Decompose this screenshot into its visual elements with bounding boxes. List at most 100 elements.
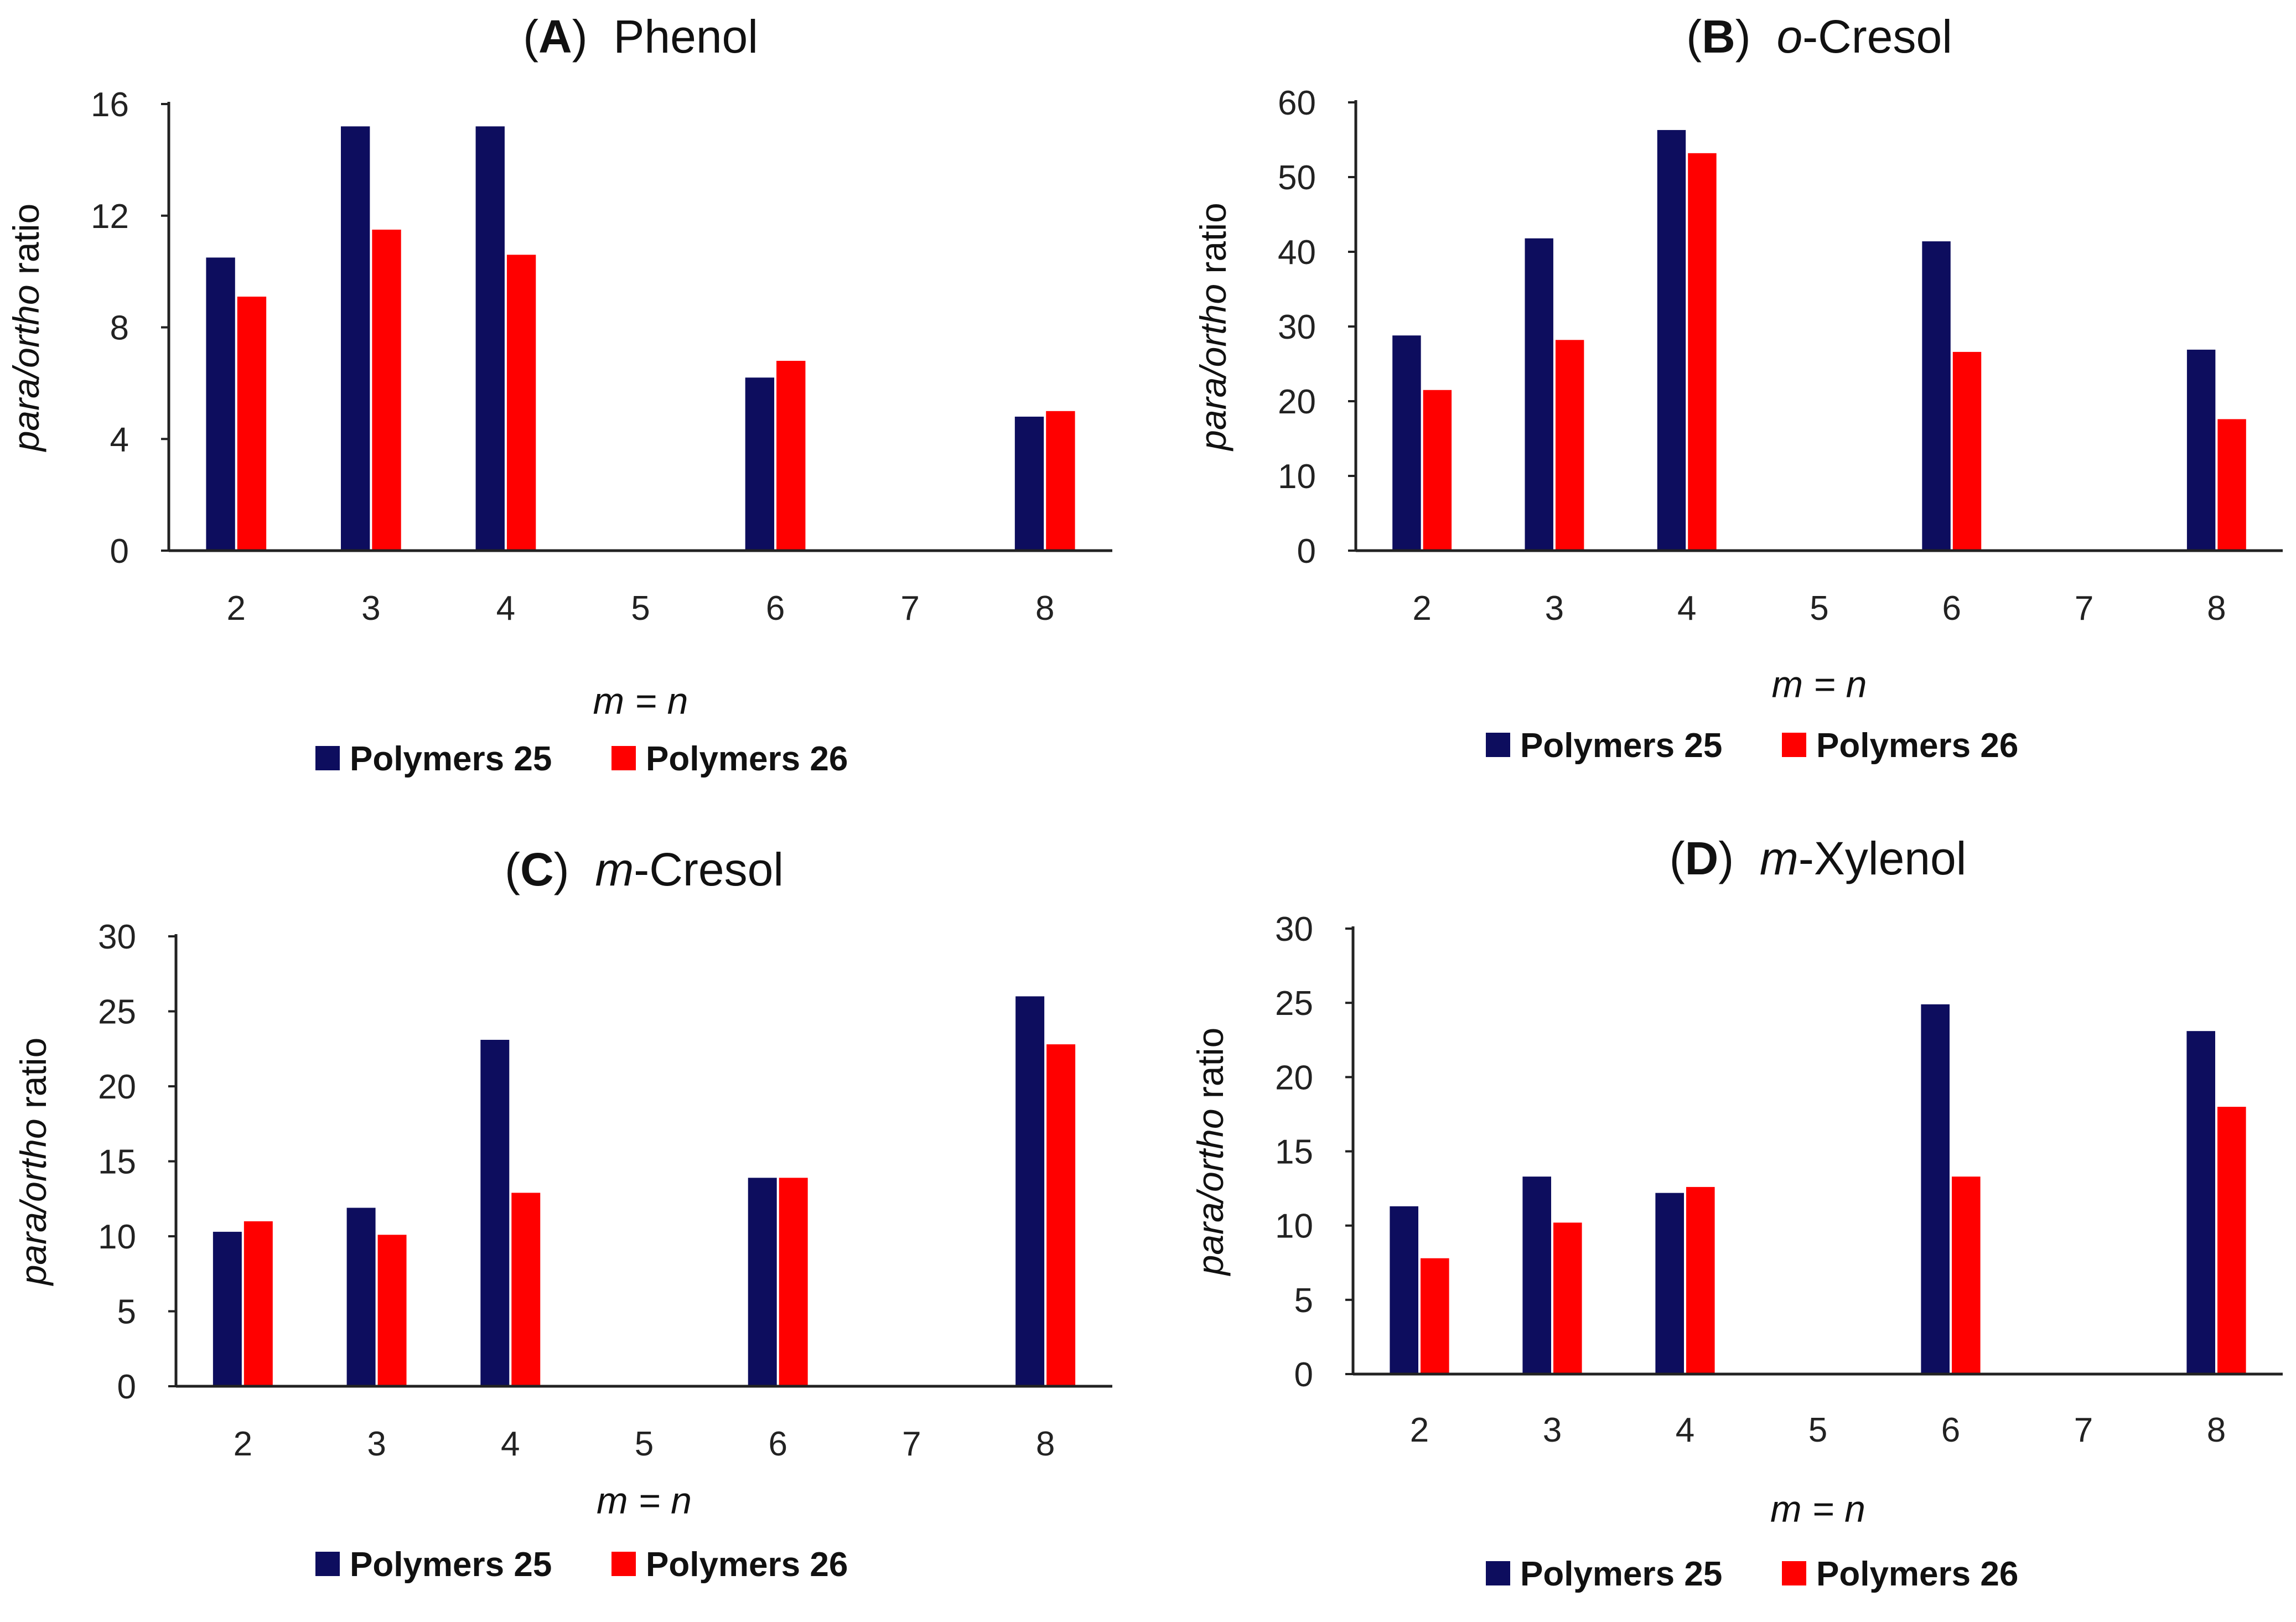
x-tick-label: 4	[501, 1425, 520, 1463]
bar-polymers-25-m2	[1392, 335, 1421, 551]
legend-label: Polymers 26	[1816, 727, 2018, 765]
bar-polymers-26-m2	[243, 1221, 273, 1386]
bar-polymers-26-m3	[377, 1235, 407, 1386]
y-tick-label: 15	[1275, 1133, 1313, 1172]
y-tick-label: 30	[1278, 308, 1316, 346]
y-axis-label: para/ortho ratio	[1193, 203, 1233, 452]
legend-label: Polymers 26	[646, 740, 848, 778]
y-tick-label: 25	[1275, 984, 1313, 1023]
chart-title-prefix: m	[595, 843, 634, 895]
chart-title: (B) o-Cresol	[1686, 11, 1952, 63]
chart-title: (C) m-Cresol	[505, 843, 784, 895]
bar-polymers-25-m6	[745, 377, 775, 551]
y-tick-label: 20	[1278, 383, 1316, 421]
x-tick-label: 7	[902, 1425, 921, 1463]
bar-polymers-25-m8	[1015, 996, 1045, 1386]
y-tick-label: 30	[98, 918, 136, 956]
chart-title-letter: B	[1702, 11, 1735, 63]
legend-swatch-polymers-25	[315, 1552, 340, 1576]
x-tick-label: 4	[496, 589, 515, 628]
legend-swatch-polymers-25	[1486, 733, 1510, 757]
legend-swatch-polymers-26	[611, 1552, 636, 1576]
x-tick-label: 7	[2075, 589, 2093, 628]
bar-polymers-25-m3	[346, 1208, 376, 1386]
x-tick-label: 6	[1942, 589, 1961, 628]
y-tick-label: 10	[1278, 458, 1316, 496]
y-tick-label: 30	[1275, 910, 1313, 949]
y-tick-label: 0	[110, 532, 129, 571]
bar-polymers-25-m6	[748, 1178, 777, 1386]
bar-polymers-25-m2	[206, 257, 235, 551]
bar-polymers-26-m8	[2217, 1107, 2246, 1374]
x-tick-label: 5	[631, 589, 650, 628]
y-tick-label: 40	[1278, 234, 1316, 272]
bar-polymers-26-m2	[237, 297, 267, 551]
x-tick-label: 6	[1941, 1411, 1960, 1449]
bar-polymers-25-m4	[480, 1039, 510, 1386]
bar-polymers-26-m8	[1046, 1044, 1076, 1386]
legend-label: Polymers 26	[646, 1546, 848, 1584]
x-tick-label: 6	[768, 1425, 787, 1463]
y-tick-label: 4	[110, 421, 129, 459]
bar-polymers-26-m2	[1423, 390, 1452, 551]
chart-title-letter: D	[1685, 832, 1719, 884]
chart-panel-b: (B) o-Cresol 0 10 20 30 40 50 60 para/ortho rati…	[1193, 11, 2283, 765]
chart-panel-a: (A) Phenol 0 4 8 12 16 para/ortho ratio 2 3 4 5 6 7 8…	[6, 11, 1112, 778]
y-tick-label: 5	[117, 1293, 136, 1331]
y-tick-label: 20	[1275, 1059, 1313, 1097]
y-tick-label: 15	[98, 1143, 136, 1181]
y-tick-label: 20	[98, 1068, 136, 1106]
y-tick-label: 5	[1294, 1282, 1313, 1320]
x-tick-label: 7	[900, 589, 919, 628]
bar-polymers-26-m3	[1553, 1222, 1582, 1374]
bar-polymers-26-m8	[1046, 411, 1075, 551]
legend-swatch-polymers-25	[315, 746, 340, 770]
y-axis-label: para/ortho ratio	[1190, 1028, 1231, 1277]
bar-polymers-25-m2	[1390, 1206, 1418, 1374]
legend-label: Polymers 25	[350, 740, 552, 778]
chart-title-letter: C	[520, 843, 554, 895]
bar-polymers-26-m4	[511, 1193, 541, 1386]
y-tick-label: 60	[1278, 84, 1316, 122]
bar-polymers-25-m3	[1522, 1177, 1551, 1374]
x-axis-label: m = n	[1770, 1488, 1865, 1530]
x-tick-label: 3	[1543, 1411, 1562, 1449]
bar-polymers-25-m6	[1922, 241, 1951, 551]
x-tick-label: 7	[2074, 1411, 2093, 1449]
bar-polymers-25-m4	[475, 126, 505, 551]
legend-label: Polymers 25	[1520, 727, 1722, 765]
bar-polymers-26-m4	[1686, 1186, 1715, 1374]
y-axis-label: para/ortho ratio	[6, 204, 46, 453]
bar-polymers-25-m4	[1657, 129, 1686, 551]
chart-title-name: Phenol	[613, 11, 758, 63]
bar-polymers-26-m6	[1952, 351, 1982, 551]
x-tick-label: 5	[1810, 589, 1828, 628]
x-axis-label: m = n	[597, 1480, 692, 1522]
legend-swatch-polymers-25	[1486, 1561, 1510, 1585]
chart-title: (A) Phenol	[523, 11, 758, 63]
x-tick-label: 3	[367, 1425, 386, 1463]
legend-swatch-polymers-26	[1782, 1561, 1806, 1585]
x-tick-label: 8	[2207, 589, 2226, 628]
chart-title-name: -Cresol	[1802, 11, 1952, 63]
y-tick-label: 50	[1278, 159, 1316, 197]
bar-polymers-26-m4	[1688, 153, 1717, 551]
y-tick-label: 10	[98, 1218, 136, 1256]
bar-polymers-25-m4	[1655, 1193, 1684, 1374]
x-tick-label: 5	[635, 1425, 654, 1463]
chart-title-name: -Cresol	[634, 843, 784, 895]
y-tick-label: 12	[91, 198, 129, 236]
bar-polymers-26-m3	[1555, 340, 1584, 551]
y-tick-label: 10	[1275, 1208, 1313, 1246]
x-tick-label: 3	[1545, 589, 1564, 628]
chart-title-name: -Xylenol	[1799, 832, 1966, 884]
x-tick-label: 8	[2207, 1411, 2226, 1449]
chart-title: (D) m-Xylenol	[1670, 832, 1967, 884]
legend-label: Polymers 25	[350, 1546, 552, 1584]
bar-polymers-26-m6	[779, 1178, 808, 1386]
bar-polymers-26-m6	[1952, 1177, 1981, 1374]
y-tick-label: 0	[1294, 1356, 1313, 1394]
chart-panel-d: (D) m-Xylenol 0 5 10 15 20 25 30 para/ortho rati…	[1190, 832, 2283, 1593]
